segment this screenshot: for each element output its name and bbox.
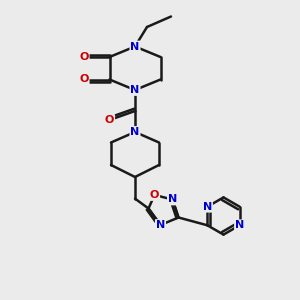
Text: O: O <box>79 52 89 62</box>
Text: N: N <box>168 194 177 205</box>
Text: N: N <box>235 220 244 230</box>
Text: N: N <box>203 202 212 212</box>
Text: O: O <box>79 74 89 85</box>
Text: O: O <box>150 190 159 200</box>
Text: N: N <box>130 85 140 95</box>
Text: N: N <box>130 127 140 137</box>
Text: O: O <box>105 115 114 125</box>
Text: N: N <box>130 41 140 52</box>
Text: N: N <box>156 220 165 230</box>
